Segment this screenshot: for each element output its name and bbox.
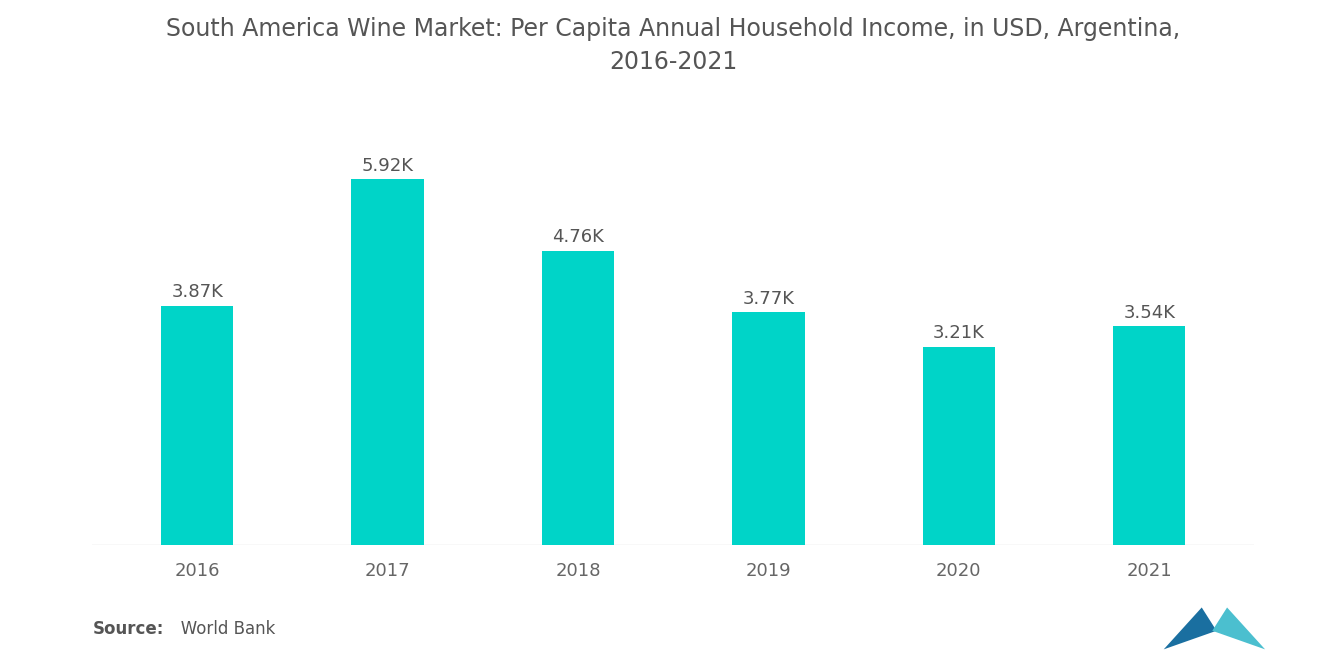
Text: 3.87K: 3.87K: [172, 283, 223, 301]
Bar: [733, 312, 805, 545]
Text: Source:: Source:: [92, 620, 164, 638]
Text: 3.21K: 3.21K: [933, 325, 985, 342]
Text: 5.92K: 5.92K: [362, 157, 413, 175]
Bar: [351, 179, 424, 545]
Bar: [923, 346, 995, 545]
Bar: [1113, 327, 1185, 545]
Text: 3.77K: 3.77K: [742, 290, 795, 308]
Bar: [541, 251, 614, 545]
Title: South America Wine Market: Per Capita Annual Household Income, in USD, Argentina: South America Wine Market: Per Capita An…: [166, 17, 1180, 74]
Text: World Bank: World Bank: [165, 620, 276, 638]
Text: 4.76K: 4.76K: [552, 228, 605, 247]
Bar: [161, 306, 234, 545]
Text: 3.54K: 3.54K: [1123, 304, 1175, 322]
